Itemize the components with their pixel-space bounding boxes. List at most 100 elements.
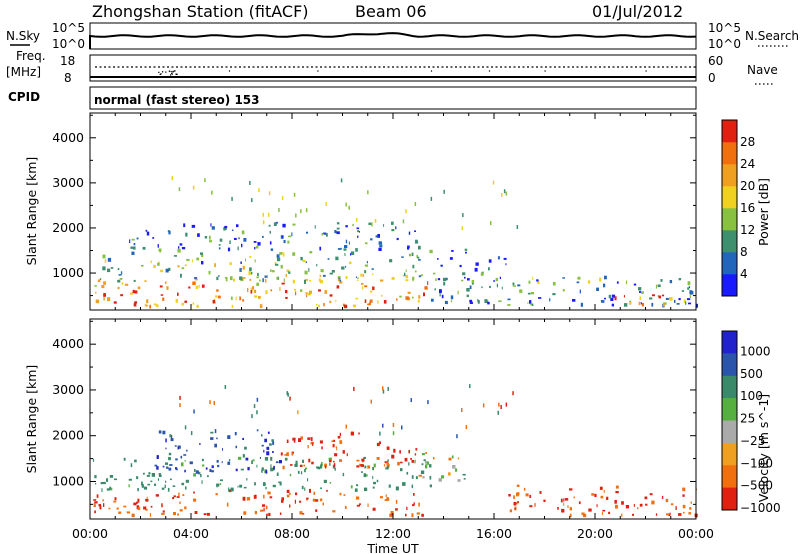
data-cell [257,273,259,276]
data-cell [514,508,516,510]
data-cell [314,225,316,229]
data-cell [289,493,291,495]
data-cell [600,495,604,499]
data-cell [133,243,136,246]
data-cell [264,457,269,461]
data-cell [306,498,308,501]
colorbar-tick-label: −1000 [740,501,781,515]
data-cell [395,486,399,491]
data-cell [307,445,309,449]
data-cell [356,484,359,487]
data-cell [242,437,244,440]
data-cell [579,289,581,294]
data-cell [216,437,218,440]
data-cell [407,245,410,249]
data-cell [415,476,418,480]
data-cell [261,434,263,437]
data-cell [227,435,231,439]
data-cell [449,257,453,260]
data-cell [280,452,283,456]
data-cell [637,507,639,510]
data-cell [319,279,323,284]
data-cell [179,243,183,246]
data-cell [681,290,685,292]
ytick-label: 3000 [52,382,84,397]
data-cell [288,235,292,238]
data-cell [604,297,606,300]
data-cell [305,292,308,295]
data-cell [130,292,133,295]
data-cell [489,285,491,288]
data-cell [267,491,271,495]
data-cell [346,453,348,457]
data-cell [658,295,661,299]
data-cell [368,302,371,305]
data-cell [181,267,185,270]
data-cell [357,277,359,279]
data-cell [183,223,186,228]
data-cell [529,300,532,304]
data-cell [414,459,416,464]
velocity-yticks: 1000 2000 3000 4000 [52,320,696,505]
data-cell [549,298,551,302]
data-cell [469,384,471,389]
data-cell [465,251,467,254]
data-cell [236,224,239,228]
data-cell [408,462,410,466]
data-cell [237,485,239,488]
data-cell [231,304,234,308]
data-cell [344,245,348,248]
data-cell [464,276,466,279]
data-cell [527,302,529,304]
data-cell [649,493,653,496]
data-cell [308,267,310,272]
colorbar-tick-label: 20 [740,179,755,193]
data-cell [651,302,654,307]
data-cell [616,281,619,284]
data-cell [357,279,359,281]
data-cell [337,278,340,281]
data-cell [391,221,394,225]
data-cell [268,512,271,517]
data-cell [389,259,393,263]
data-cell [496,283,498,288]
data-cell [270,456,273,461]
data-cell [225,278,228,282]
xtick-label: 16:00 [476,526,512,541]
data-cell [201,261,204,265]
data-cell [371,268,374,270]
data-cell [173,495,176,498]
data-cell [120,271,123,275]
data-cell [218,275,220,277]
data-cell [418,502,420,507]
data-cell [388,464,390,467]
data-cell [104,259,107,263]
data-cell [238,237,240,240]
data-cell [260,509,264,512]
data-cell [361,286,364,290]
data-cell [674,299,676,303]
data-cell [604,275,607,280]
data-cell [329,462,331,466]
cpid-label: CPID [8,90,40,104]
data-cell [581,512,585,515]
data-cell [242,266,245,270]
data-cell [457,479,461,482]
data-cell [414,202,417,206]
time-xticks: 00:00 04:00 08:00 12:00 16:00 20:00 00:00 [72,113,714,541]
data-cell [309,488,311,493]
data-cell [352,304,356,308]
data-cell [218,247,221,250]
data-cell [302,459,304,463]
data-cell [437,258,439,260]
data-cell [168,267,171,271]
data-cell [180,455,183,459]
data-cell [382,389,385,394]
data-cell [239,276,243,280]
data-cell [251,460,253,464]
data-cell [179,395,181,400]
data-cell [517,501,519,504]
data-cell [432,272,436,275]
data-cell [424,286,428,290]
data-cell [599,277,602,282]
